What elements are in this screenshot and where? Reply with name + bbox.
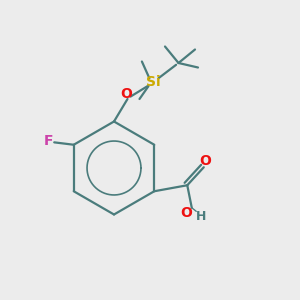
Text: H: H [196, 210, 206, 223]
Text: O: O [180, 206, 192, 220]
Text: O: O [120, 87, 132, 101]
Text: O: O [199, 154, 211, 168]
Text: Si: Si [146, 76, 160, 89]
Text: F: F [44, 134, 53, 148]
